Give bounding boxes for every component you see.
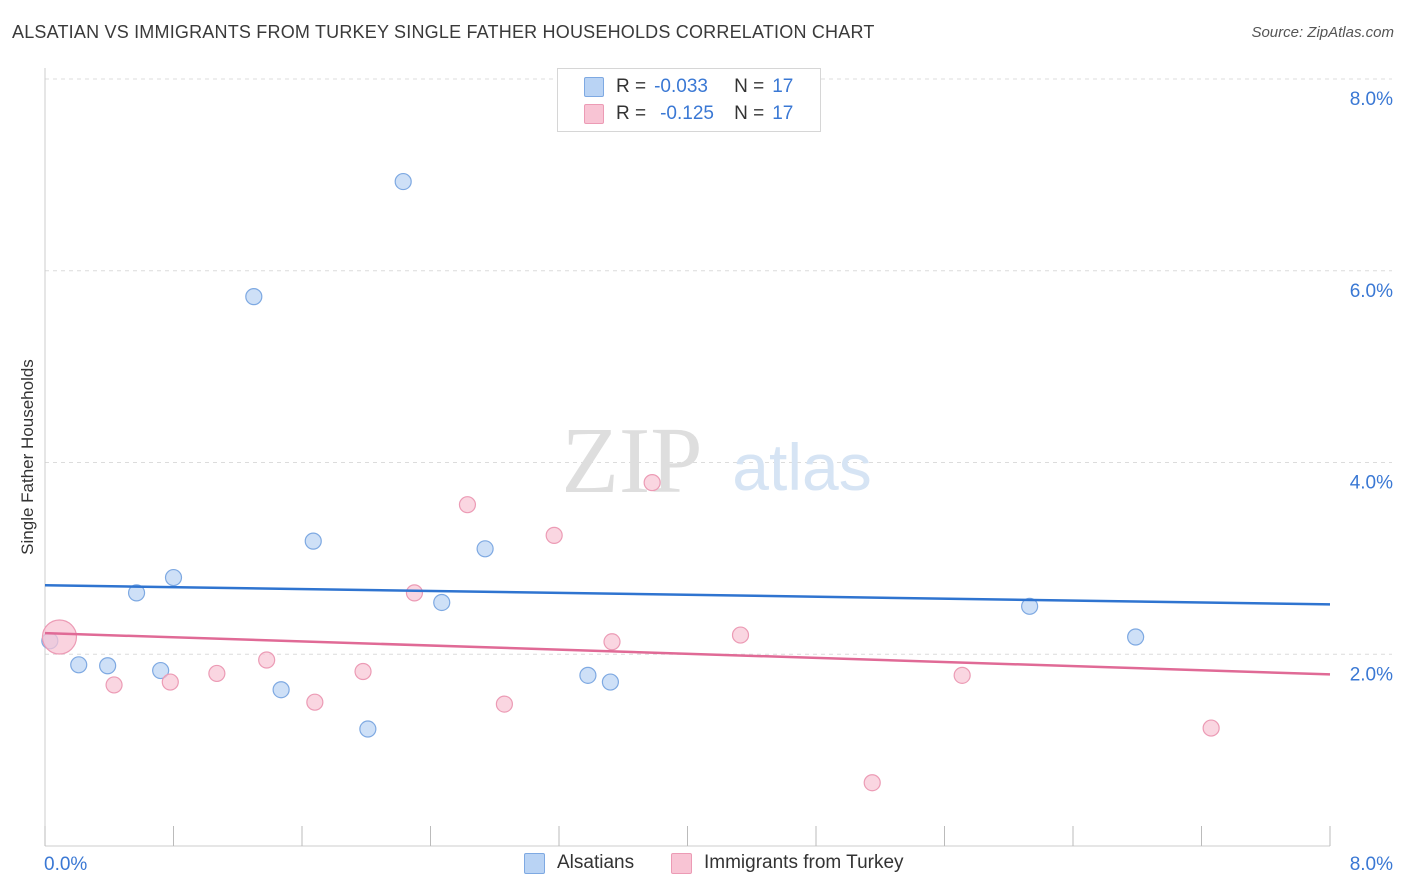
r-value: -0.125 [660, 103, 714, 124]
alsatians-swatch [584, 77, 604, 97]
chart-title: ALSATIAN VS IMMIGRANTS FROM TURKEY SINGL… [12, 22, 875, 42]
turkey-point [545, 526, 563, 544]
alsatian-point [433, 593, 451, 612]
alsatian-point [99, 657, 117, 675]
alsatian-point [1021, 597, 1039, 615]
turkey-point [405, 584, 424, 602]
legend-row-alsatians: R = -0.033 N = 17 [584, 74, 793, 100]
turkey-point [161, 673, 179, 691]
turkey-swatch [671, 852, 692, 874]
turkey-point [603, 633, 621, 651]
alsatian-point [272, 681, 290, 699]
trend-lines [44, 583, 1331, 676]
turkey-point [41, 619, 78, 655]
turkey-point [953, 666, 971, 684]
turkey-point [863, 774, 881, 792]
y-tick-label: 2.0% [1350, 664, 1393, 685]
alsatian-point [127, 584, 146, 602]
turkey-point [208, 664, 226, 683]
x-tick-label: 8.0% [1350, 854, 1393, 875]
alsatian-point [245, 288, 263, 306]
turkey-point [458, 496, 477, 514]
turkey-point [1202, 719, 1220, 737]
legend-row-turkey: R = -0.125 N = 17 [584, 101, 793, 127]
turkey-point [306, 693, 324, 711]
legend-item-turkey: Immigrants from Turkey [671, 852, 904, 874]
source-label: Source: ZipAtlas.com [1251, 24, 1394, 41]
turkey-point [495, 695, 513, 713]
y-tick-labels: 2.0% 4.0% 6.0% 8.0% [1350, 89, 1393, 685]
n-label: N = [734, 103, 765, 124]
alsatian-trend-line [44, 583, 1331, 606]
turkey-trend-line [44, 631, 1331, 676]
legend-label: Immigrants from Turkey [704, 852, 904, 873]
gridlines [45, 78, 1392, 655]
alsatian-point [164, 568, 183, 587]
legend-item-alsatians: Alsatians [524, 852, 634, 874]
x-tick-label: 0.0% [44, 854, 87, 875]
legend-label: Alsatians [557, 852, 635, 873]
n-value: 17 [772, 103, 794, 124]
alsatian-point [359, 720, 377, 738]
alsatian-point [394, 172, 412, 191]
alsatian-point [1127, 628, 1145, 646]
turkey-point [731, 626, 750, 644]
turkey-point [258, 651, 276, 669]
alsatian-point [152, 661, 170, 680]
alsatian-point [579, 666, 597, 684]
alsatian-point [601, 673, 620, 691]
y-tick-label: 6.0% [1350, 281, 1393, 302]
series-legend: Alsatians Immigrants from Turkey [0, 852, 1406, 878]
alsatians-swatch [524, 852, 545, 874]
r-label: R = [616, 76, 647, 97]
turkey-point [643, 474, 661, 492]
n-label: N = [734, 76, 765, 97]
watermark-zip: ZIP [562, 409, 703, 513]
turkey-swatch [584, 104, 604, 124]
correlation-legend: R = -0.033 N = 17 R = -0.125 N = 17 [557, 68, 821, 132]
turkey-point [105, 676, 123, 694]
n-value: 17 [772, 76, 794, 97]
alsatian-point [476, 540, 494, 558]
r-label: R = [616, 103, 647, 124]
r-value: -0.033 [654, 76, 708, 97]
turkey-point [354, 662, 372, 681]
axes [44, 68, 1331, 847]
watermark-atlas: atlas [732, 430, 871, 504]
y-tick-label: 8.0% [1350, 89, 1393, 110]
points [41, 172, 1220, 792]
alsatian-point [304, 532, 322, 550]
y-tick-label: 4.0% [1350, 473, 1393, 494]
alsatian-point [70, 656, 88, 674]
x-tick-labels: 0.0% 8.0% [44, 854, 1393, 875]
watermark: ZIP atlas [562, 409, 872, 513]
